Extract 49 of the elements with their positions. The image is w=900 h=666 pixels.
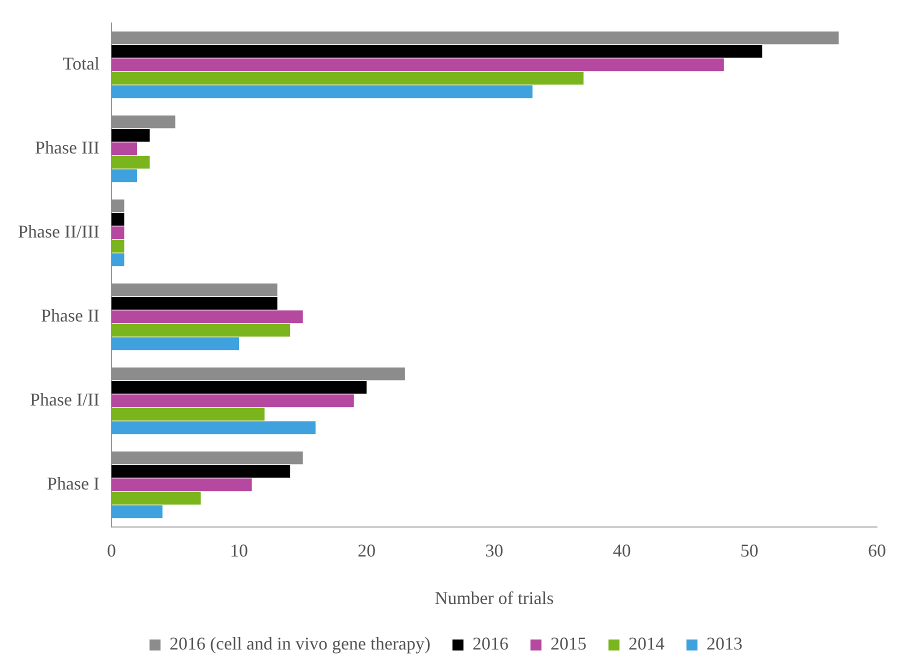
bar bbox=[111, 128, 150, 142]
x-tick-label: 20 bbox=[358, 540, 376, 560]
bar bbox=[111, 324, 290, 337]
y-tick-label: Phase II/III bbox=[18, 222, 100, 242]
bar bbox=[111, 310, 303, 324]
bar bbox=[111, 58, 724, 72]
bar bbox=[111, 505, 162, 518]
x-tick-label: 50 bbox=[740, 540, 758, 560]
bar bbox=[111, 72, 584, 85]
x-tick-label: 0 bbox=[106, 540, 116, 560]
legend-label: 2013 bbox=[706, 634, 742, 654]
bar bbox=[111, 492, 201, 505]
bar bbox=[111, 44, 762, 58]
bar bbox=[111, 452, 303, 464]
y-tick-label: Total bbox=[62, 54, 100, 74]
y-tick-label: Phase I bbox=[46, 474, 100, 494]
bar bbox=[111, 116, 176, 128]
bar bbox=[111, 240, 124, 253]
bar bbox=[111, 337, 240, 350]
bar bbox=[111, 142, 137, 156]
bar bbox=[111, 32, 839, 44]
bar bbox=[111, 394, 354, 408]
bar bbox=[111, 284, 278, 296]
bar bbox=[111, 169, 137, 182]
x-tick-label: 60 bbox=[868, 540, 886, 560]
legend-label: 2016 bbox=[472, 634, 508, 654]
x-axis-title: Number of trials bbox=[434, 588, 554, 608]
x-tick-label: 30 bbox=[485, 540, 504, 560]
y-tick-label: Phase III bbox=[34, 138, 100, 158]
bar bbox=[111, 368, 405, 380]
bar bbox=[111, 478, 252, 492]
y-tick-label: Phase I/II bbox=[30, 390, 100, 410]
x-tick-label: 40 bbox=[612, 540, 631, 560]
bar bbox=[111, 85, 533, 98]
bar bbox=[111, 421, 316, 434]
x-tick-label: 10 bbox=[230, 540, 248, 560]
bar bbox=[111, 212, 124, 226]
y-tick-label: Phase II bbox=[40, 306, 100, 326]
bar bbox=[111, 156, 150, 169]
legend-label: 2016 (cell and in vivo gene therapy) bbox=[170, 634, 430, 654]
bar bbox=[111, 408, 265, 421]
bar bbox=[111, 226, 124, 240]
bar bbox=[111, 200, 124, 212]
legend-label: 2015 bbox=[550, 634, 586, 654]
bar bbox=[111, 296, 278, 310]
legend-label: 2014 bbox=[628, 634, 664, 654]
bar bbox=[111, 380, 367, 394]
bar bbox=[111, 464, 290, 478]
bar bbox=[111, 253, 124, 266]
